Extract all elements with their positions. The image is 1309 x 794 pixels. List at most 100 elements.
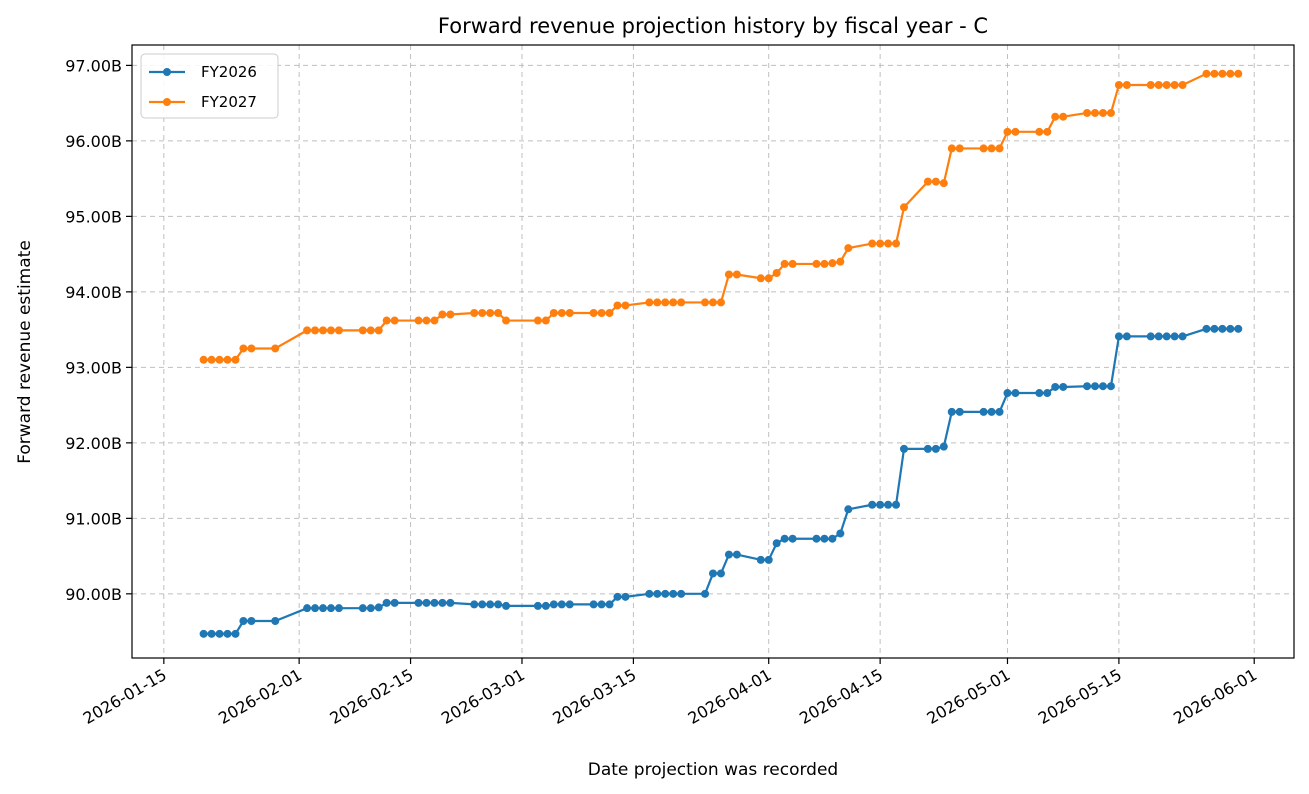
plot-frame bbox=[131, 44, 1295, 659]
y-tick-label: 93.00B bbox=[65, 358, 122, 377]
data-point-fy2026 bbox=[446, 598, 455, 607]
x-tick-label: 2026-01-15 bbox=[80, 665, 170, 728]
data-point-fy2026 bbox=[701, 589, 710, 598]
data-point-fy2027 bbox=[326, 326, 335, 335]
legend-label-fy2027: FY2027 bbox=[201, 93, 257, 111]
data-point-fy2026 bbox=[358, 604, 367, 613]
data-point-fy2026 bbox=[366, 604, 375, 613]
data-point-fy2027 bbox=[478, 309, 487, 317]
y-tick-label: 91.00B bbox=[65, 509, 122, 528]
data-point-fy2026 bbox=[597, 600, 606, 609]
data-point-fy2027 bbox=[374, 326, 383, 335]
data-point-fy2027 bbox=[876, 239, 885, 248]
data-point-fy2026 bbox=[334, 604, 343, 613]
data-point-fy2027 bbox=[382, 316, 391, 325]
data-point-fy2026 bbox=[645, 589, 654, 598]
x-axis-ticks: 2026-01-15 2026-02-01 2026-02-15 2026-03-01… bbox=[80, 658, 1260, 728]
data-point-fy2026 bbox=[311, 604, 320, 613]
data-point-fy2027 bbox=[1122, 81, 1131, 90]
data-point-fy2026 bbox=[764, 555, 773, 564]
x-tick-label: 2026-02-01 bbox=[215, 665, 305, 728]
data-point-fy2026 bbox=[486, 600, 495, 609]
data-point-fy2027 bbox=[1051, 112, 1060, 121]
data-point-fy2027 bbox=[446, 310, 455, 319]
data-point-fy2027 bbox=[716, 298, 725, 307]
data-point-fy2027 bbox=[223, 355, 232, 364]
y-tick-label: 96.00B bbox=[65, 132, 122, 151]
data-point-fy2026 bbox=[1114, 332, 1123, 341]
data-point-fy2026 bbox=[923, 444, 932, 453]
data-point-fy2027 bbox=[987, 144, 996, 153]
data-point-fy2027 bbox=[239, 344, 248, 353]
data-point-fy2027 bbox=[311, 326, 320, 335]
data-point-fy2027 bbox=[486, 309, 495, 317]
data-point-fy2027 bbox=[1098, 108, 1107, 117]
data-point-fy2027 bbox=[1106, 108, 1115, 117]
data-point-fy2027 bbox=[661, 298, 670, 307]
data-point-fy2027 bbox=[589, 309, 598, 317]
data-point-fy2027 bbox=[923, 177, 932, 186]
data-point-fy2026 bbox=[303, 604, 312, 613]
data-point-fy2027 bbox=[319, 326, 328, 335]
data-point-fy2027 bbox=[947, 144, 956, 153]
data-point-fy2027 bbox=[414, 316, 423, 325]
data-point-fy2027 bbox=[231, 355, 240, 364]
data-point-fy2027 bbox=[549, 309, 558, 317]
data-point-fy2027 bbox=[812, 259, 821, 268]
x-tick-label: 2026-03-01 bbox=[438, 665, 528, 728]
data-point-fy2026 bbox=[533, 601, 542, 610]
x-tick-label: 2026-05-01 bbox=[923, 665, 1013, 728]
data-point-fy2026 bbox=[494, 600, 503, 609]
data-point-fy2027 bbox=[884, 239, 893, 248]
data-point-fy2027 bbox=[788, 259, 797, 268]
data-point-fy2026 bbox=[812, 534, 821, 543]
data-point-fy2026 bbox=[939, 442, 948, 451]
data-point-fy2026 bbox=[756, 555, 765, 564]
data-point-fy2026 bbox=[995, 407, 1004, 416]
data-point-fy2026 bbox=[1051, 382, 1060, 391]
data-point-fy2027 bbox=[1226, 69, 1235, 78]
data-point-fy2027 bbox=[1043, 127, 1052, 136]
legend-item-fy2027: FY2027 bbox=[149, 93, 257, 111]
data-point-fy2026 bbox=[557, 600, 566, 609]
y-axis-label: Forward revenue estimate bbox=[15, 240, 35, 464]
x-tick-label: 2026-05-15 bbox=[1035, 665, 1125, 728]
data-point-fy2027 bbox=[995, 144, 1004, 153]
data-point-fy2026 bbox=[565, 600, 574, 609]
data-point-fy2027 bbox=[430, 316, 439, 325]
data-point-fy2027 bbox=[541, 316, 550, 325]
data-point-fy2027 bbox=[653, 298, 662, 307]
legend-item-fy2026: FY2026 bbox=[149, 63, 257, 81]
data-point-fy2026 bbox=[541, 601, 550, 610]
chart-title: Forward revenue projection history by fi… bbox=[438, 14, 988, 38]
data-point-fy2027 bbox=[677, 298, 686, 307]
data-point-fy2027 bbox=[215, 355, 224, 364]
data-point-fy2027 bbox=[724, 270, 733, 279]
data-point-fy2026 bbox=[271, 617, 280, 626]
data-point-fy2026 bbox=[1210, 324, 1219, 333]
y-tick-label: 97.00B bbox=[65, 56, 122, 75]
data-point-fy2027 bbox=[1234, 69, 1243, 78]
data-point-fy2026 bbox=[390, 598, 399, 607]
data-point-fy2027 bbox=[764, 274, 773, 283]
data-point-fy2026 bbox=[1218, 324, 1227, 333]
data-point-fy2026 bbox=[1091, 382, 1100, 391]
data-point-fy2027 bbox=[621, 301, 630, 310]
data-point-fy2026 bbox=[828, 534, 837, 543]
data-point-fy2026 bbox=[621, 592, 630, 601]
data-point-fy2027 bbox=[358, 326, 367, 335]
data-point-fy2027 bbox=[303, 326, 312, 335]
data-point-fy2026 bbox=[549, 600, 558, 609]
data-point-fy2026 bbox=[1106, 382, 1115, 391]
data-point-fy2026 bbox=[247, 617, 256, 626]
data-point-fy2027 bbox=[732, 270, 741, 279]
data-point-fy2026 bbox=[820, 534, 829, 543]
series-fy2026 bbox=[199, 324, 1243, 638]
data-point-fy2026 bbox=[876, 500, 885, 509]
data-point-fy2026 bbox=[979, 407, 988, 416]
series-line-fy2026 bbox=[203, 327, 1239, 635]
data-point-fy2027 bbox=[1083, 108, 1092, 117]
data-point-fy2027 bbox=[820, 259, 829, 268]
data-point-fy2027 bbox=[1114, 81, 1123, 90]
data-point-fy2027 bbox=[1178, 81, 1187, 90]
